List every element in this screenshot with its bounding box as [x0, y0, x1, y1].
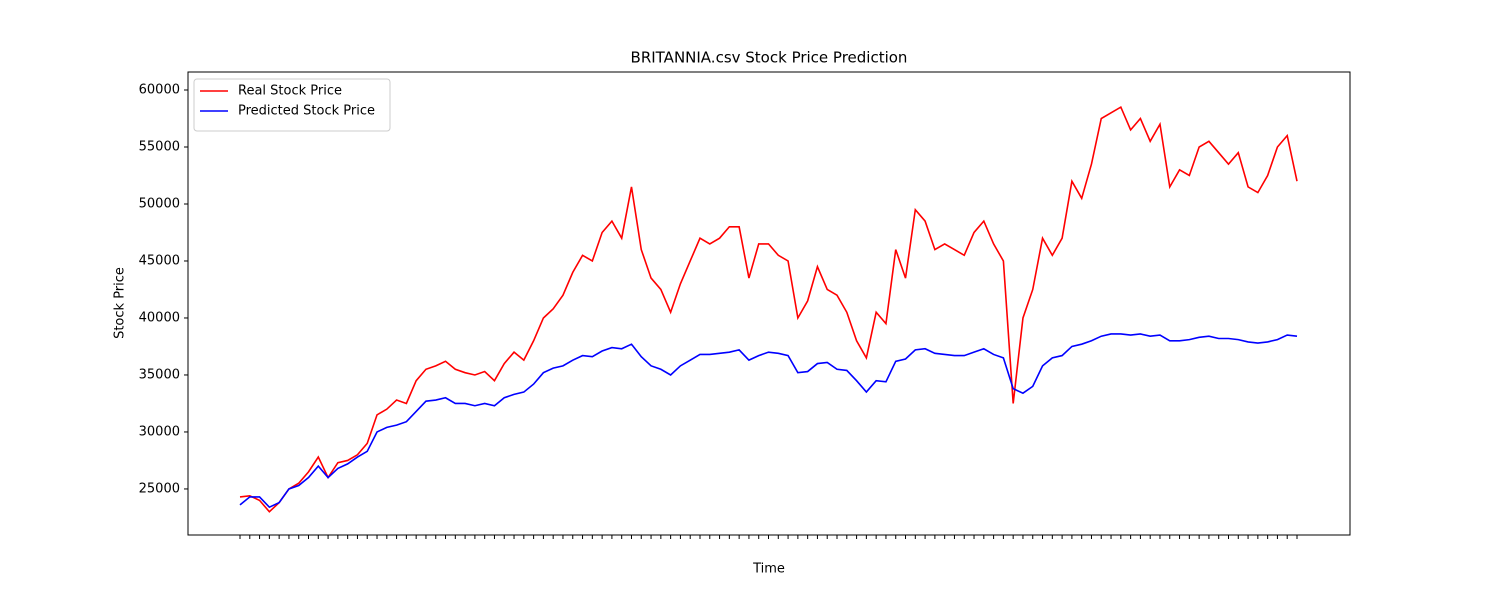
y-tick-label: 60000 — [139, 83, 180, 98]
y-tick-label: 40000 — [139, 310, 180, 325]
y-tick-label: 25000 — [139, 481, 180, 496]
series-line — [239, 333, 1298, 509]
plot-frame — [187, 71, 1351, 536]
y-tick-label: 45000 — [139, 253, 180, 268]
chart-title: BRITANNIA.csv Stock Price Prediction — [631, 49, 908, 67]
y-tick-label: 35000 — [139, 367, 180, 382]
legend-label: Real Stock Price — [238, 84, 342, 99]
y-tick-label: 30000 — [139, 424, 180, 439]
legend-label: Predicted Stock Price — [238, 104, 375, 119]
series-line — [239, 105, 1298, 513]
y-tick-label: 55000 — [139, 140, 180, 155]
y-axis-label: Stock Price — [113, 267, 128, 339]
legend-box — [193, 78, 391, 132]
x-axis-label: Time — [752, 562, 785, 577]
legend: Real Stock Price Predicted Stock Price — [193, 78, 391, 132]
y-tick-label: 50000 — [139, 196, 180, 211]
